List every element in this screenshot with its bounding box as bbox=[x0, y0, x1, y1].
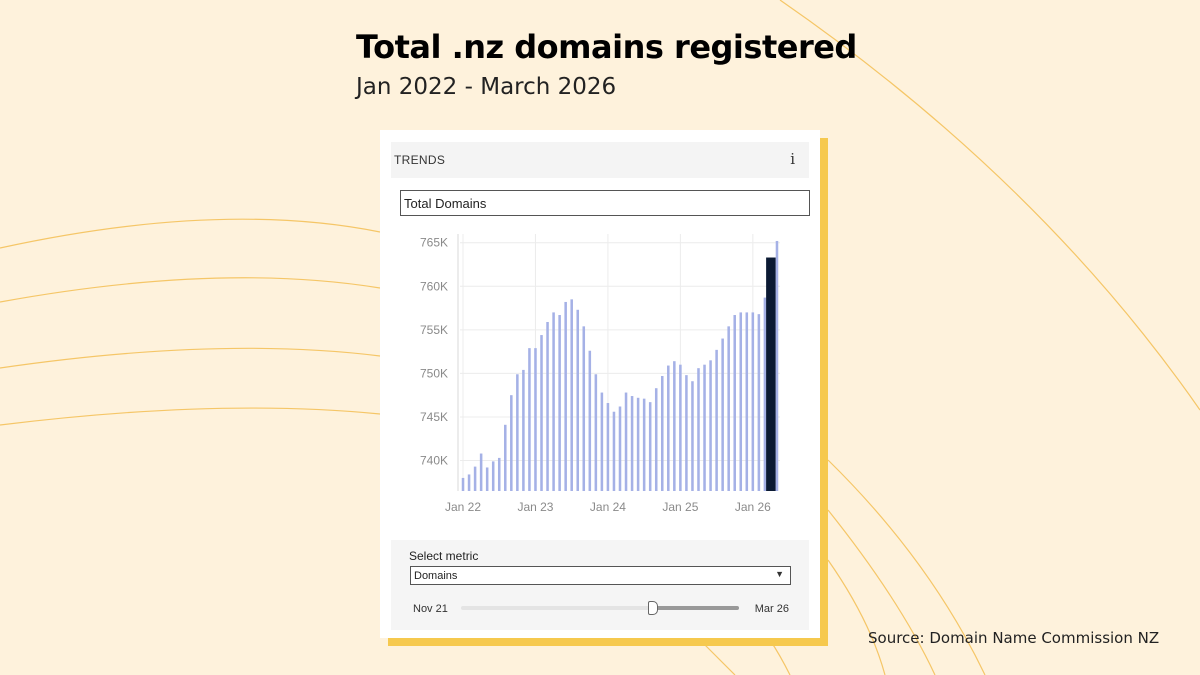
metric-title-box: Total Domains bbox=[400, 190, 810, 216]
controls-panel: Select metric Domains ▼ Nov 21 Mar 26 bbox=[391, 540, 809, 630]
y-tick-label: 760K bbox=[420, 279, 448, 293]
bar bbox=[564, 301, 567, 491]
bar bbox=[473, 466, 477, 491]
bar bbox=[594, 374, 598, 491]
metric-dropdown-value: Domains bbox=[414, 570, 458, 582]
y-tick-label: 745K bbox=[420, 410, 448, 424]
bar bbox=[630, 396, 634, 491]
bar bbox=[606, 403, 610, 491]
bar bbox=[751, 312, 755, 491]
bar bbox=[679, 364, 682, 491]
page-title: Total .nz domains registered bbox=[356, 28, 857, 66]
bar bbox=[497, 457, 501, 491]
bar bbox=[582, 326, 586, 491]
bar bbox=[709, 360, 712, 491]
select-metric-label: Select metric bbox=[409, 549, 479, 563]
bar bbox=[727, 326, 730, 491]
bar bbox=[673, 361, 676, 491]
bar bbox=[745, 312, 749, 491]
y-tick-label: 765K bbox=[420, 236, 448, 250]
bar bbox=[558, 315, 561, 491]
metric-dropdown[interactable]: Domains ▼ bbox=[410, 566, 791, 585]
bar bbox=[467, 474, 471, 491]
bar bbox=[685, 375, 688, 491]
source-note: Source: Domain Name Commission NZ bbox=[868, 629, 1160, 647]
bar bbox=[636, 397, 640, 491]
x-tick-label: Jan 25 bbox=[662, 500, 698, 514]
bar bbox=[528, 348, 531, 491]
bar bbox=[522, 369, 525, 491]
bar bbox=[691, 381, 694, 491]
x-tick-label: Jan 22 bbox=[445, 500, 481, 514]
slider-handle[interactable] bbox=[647, 601, 658, 615]
bar bbox=[763, 297, 767, 491]
bar bbox=[546, 321, 549, 491]
bar bbox=[624, 392, 628, 491]
page-subtitle: Jan 2022 - March 2026 bbox=[356, 74, 617, 100]
bar bbox=[540, 335, 543, 491]
bar bbox=[618, 406, 622, 491]
bar bbox=[648, 402, 652, 491]
bar bbox=[721, 338, 724, 491]
date-range-slider[interactable] bbox=[461, 601, 739, 615]
x-tick-label: Jan 24 bbox=[590, 500, 626, 514]
y-tick-label: 755K bbox=[420, 323, 448, 337]
bar bbox=[715, 349, 718, 491]
y-tick-label: 740K bbox=[420, 454, 448, 468]
bar bbox=[739, 312, 743, 491]
y-tick-label: 750K bbox=[420, 366, 448, 380]
bar bbox=[642, 398, 646, 491]
bar bbox=[766, 257, 776, 491]
bar bbox=[697, 368, 700, 491]
range-start-label: Nov 21 bbox=[413, 603, 448, 615]
trends-card: TRENDS i Total Domains 740K 745K 750K 755K 7… bbox=[380, 130, 820, 638]
bar bbox=[612, 411, 616, 491]
bar bbox=[552, 312, 555, 491]
x-tick-label: Jan 26 bbox=[735, 500, 771, 514]
x-tick-label: Jan 23 bbox=[517, 500, 553, 514]
slider-selected-range bbox=[652, 606, 739, 610]
chevron-down-icon: ▼ bbox=[775, 569, 784, 579]
bar bbox=[504, 424, 507, 491]
bar bbox=[491, 461, 495, 491]
bar bbox=[485, 467, 489, 491]
bar bbox=[510, 395, 513, 491]
bar bbox=[479, 453, 483, 491]
bar bbox=[757, 314, 761, 491]
bar bbox=[733, 315, 736, 491]
bar bbox=[667, 365, 670, 491]
bar bbox=[534, 348, 537, 491]
bar bbox=[516, 374, 519, 491]
bar bbox=[588, 350, 592, 491]
bar bbox=[775, 240, 779, 491]
bar bbox=[576, 309, 580, 491]
bar bbox=[600, 392, 604, 491]
range-end-label: Mar 26 bbox=[754, 603, 789, 615]
bar bbox=[654, 388, 658, 491]
bar bbox=[660, 376, 664, 491]
bar bbox=[570, 299, 573, 491]
trends-header: TRENDS i bbox=[391, 142, 809, 178]
bar bbox=[461, 477, 465, 491]
info-icon[interactable]: i bbox=[790, 150, 795, 168]
domains-bar-chart: 740K 745K 750K 755K 760K 765K Jan 22 Jan 23 Jan … bbox=[420, 234, 780, 514]
trends-label: TRENDS bbox=[394, 153, 446, 167]
metric-title: Total Domains bbox=[404, 196, 487, 211]
bar bbox=[703, 364, 706, 491]
